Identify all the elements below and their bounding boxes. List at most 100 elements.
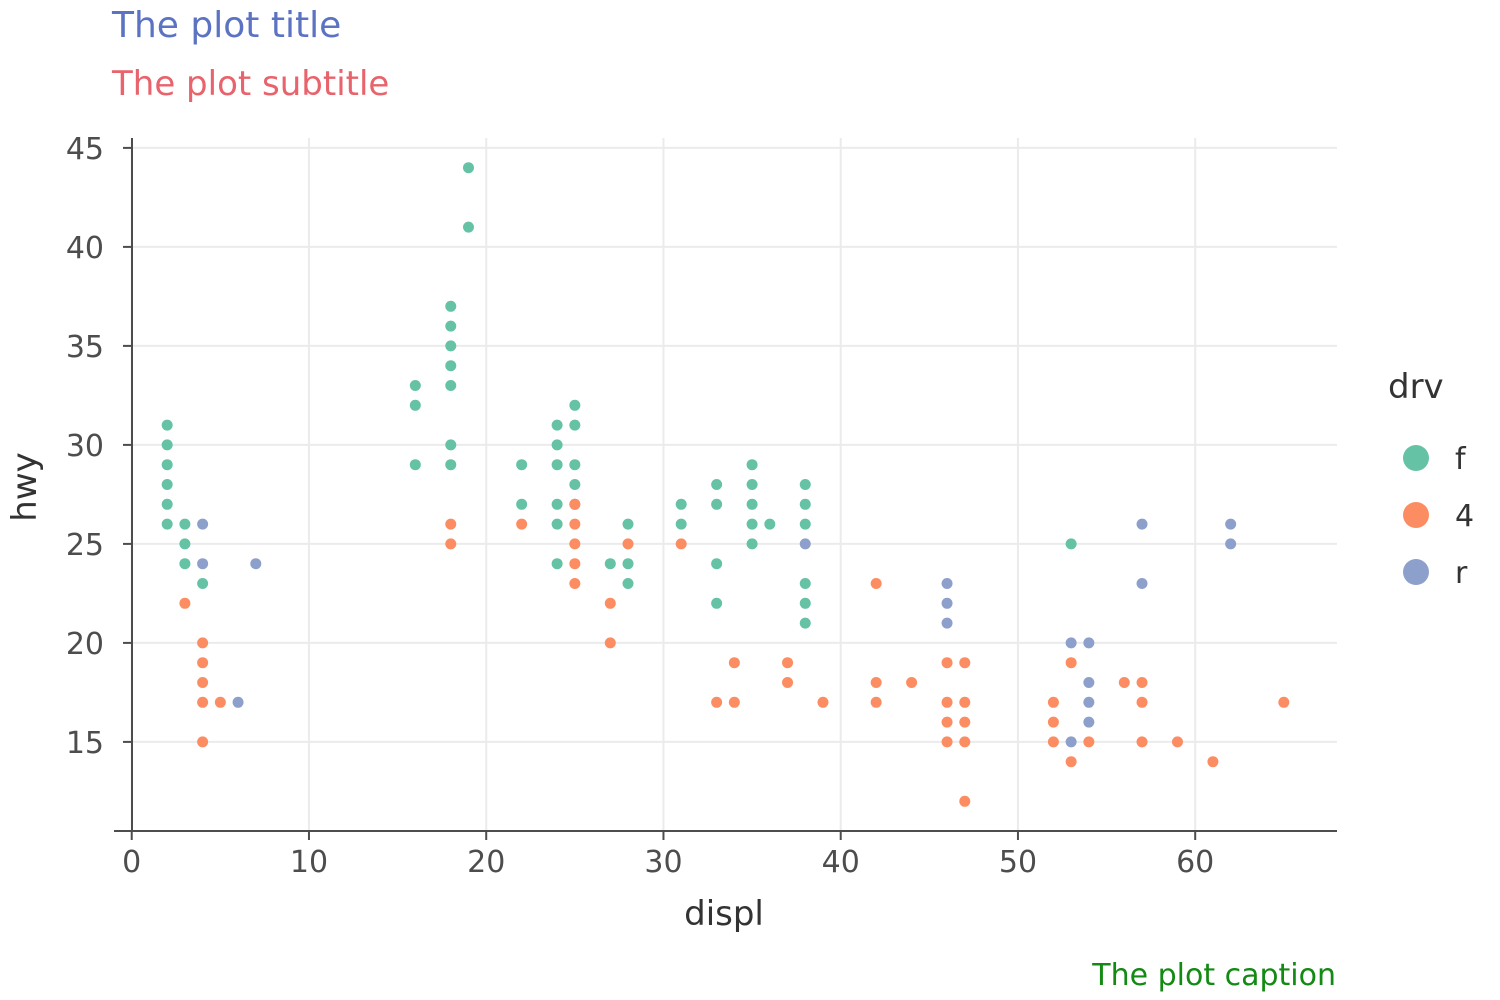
data-point: [941, 736, 953, 748]
data-point: [1207, 756, 1219, 768]
data-point: [161, 518, 173, 530]
series-f: [161, 162, 1077, 629]
data-point: [516, 498, 528, 510]
data-point: [728, 696, 740, 708]
data-point: [1136, 736, 1148, 748]
data-point: [711, 696, 723, 708]
data-point: [197, 677, 209, 688]
data-point: [622, 518, 634, 530]
data-point: [1136, 696, 1148, 708]
data-point: [1083, 637, 1095, 649]
data-point: [197, 736, 209, 748]
data-point: [445, 300, 457, 312]
data-point: [959, 657, 971, 669]
data-point: [1225, 538, 1237, 550]
data-point: [746, 479, 758, 490]
data-point: [1065, 736, 1077, 748]
data-point: [941, 716, 953, 728]
data-point: [604, 637, 616, 649]
plot-caption: The plot caption: [1091, 958, 1336, 993]
x-tick-label: 40: [822, 845, 860, 880]
axes: 0 10 20 30 40 50 60 15 20 25 30 35 40 45: [66, 132, 1337, 880]
legend-title: drv: [1388, 367, 1444, 407]
data-point: [1083, 716, 1095, 728]
data-point: [799, 578, 811, 589]
data-point: [179, 518, 191, 530]
series-r: [197, 518, 1237, 748]
data-point: [214, 696, 226, 708]
data-point: [1065, 756, 1077, 768]
data-point: [551, 498, 563, 510]
data-point: [445, 360, 457, 372]
data-point: [622, 538, 634, 550]
data-point: [445, 518, 457, 530]
data-point: [161, 459, 173, 471]
data-point: [799, 498, 811, 510]
y-tick-label: 30: [66, 429, 104, 464]
data-point: [941, 617, 953, 629]
data-point: [551, 439, 563, 451]
data-point: [445, 380, 457, 391]
data-point: [197, 696, 209, 708]
data-point: [870, 677, 882, 688]
data-point: [250, 558, 262, 570]
data-point: [445, 439, 457, 451]
legend-label-r: r: [1455, 556, 1468, 591]
data-point: [161, 479, 173, 490]
data-point: [746, 498, 758, 510]
plot-title: The plot title: [111, 5, 341, 46]
y-tick-label: 35: [66, 330, 104, 365]
data-point: [569, 459, 581, 471]
data-point: [799, 617, 811, 629]
data-point: [1171, 736, 1183, 748]
data-point: [941, 657, 953, 669]
data-point: [569, 558, 581, 570]
data-point: [782, 677, 794, 688]
data-point: [622, 578, 634, 589]
x-axis-label: displ: [684, 894, 764, 934]
data-point: [445, 340, 457, 352]
data-point: [1083, 677, 1095, 688]
data-point: [1136, 578, 1148, 589]
data-point: [782, 657, 794, 669]
y-tick-label: 20: [66, 627, 104, 662]
data-point: [711, 498, 723, 510]
data-point: [799, 479, 811, 490]
plot-subtitle: The plot subtitle: [111, 64, 389, 104]
data-point: [516, 518, 528, 530]
y-tick-label: 40: [66, 231, 104, 266]
data-point: [551, 419, 563, 431]
data-point: [1083, 696, 1095, 708]
data-point: [622, 558, 634, 570]
y-tick-label: 25: [66, 528, 104, 563]
data-point: [675, 518, 687, 530]
legend-label-4: 4: [1455, 499, 1474, 534]
data-point: [516, 459, 528, 471]
data-point: [1083, 736, 1095, 748]
data-point: [551, 459, 563, 471]
data-point: [1225, 518, 1237, 530]
data-point: [161, 439, 173, 451]
data-point: [1047, 696, 1059, 708]
y-tick-label: 45: [66, 132, 104, 167]
data-point: [197, 637, 209, 649]
data-point: [409, 459, 421, 471]
data-point: [569, 578, 581, 589]
data-point: [179, 558, 191, 570]
data-point: [711, 558, 723, 570]
series-4: [179, 498, 1290, 807]
data-point: [799, 538, 811, 550]
data-point: [959, 736, 971, 748]
data-point: [675, 538, 687, 550]
legend-label-f: f: [1455, 442, 1467, 477]
legend: drv f 4 r: [1388, 367, 1474, 591]
x-tick-label: 60: [1176, 845, 1214, 880]
data-point: [197, 558, 209, 570]
grid-lines: [130, 138, 1337, 831]
data-points: [161, 162, 1290, 807]
y-tick-label: 15: [66, 726, 104, 761]
data-point: [959, 795, 971, 807]
data-point: [462, 162, 474, 174]
data-point: [1065, 637, 1077, 649]
